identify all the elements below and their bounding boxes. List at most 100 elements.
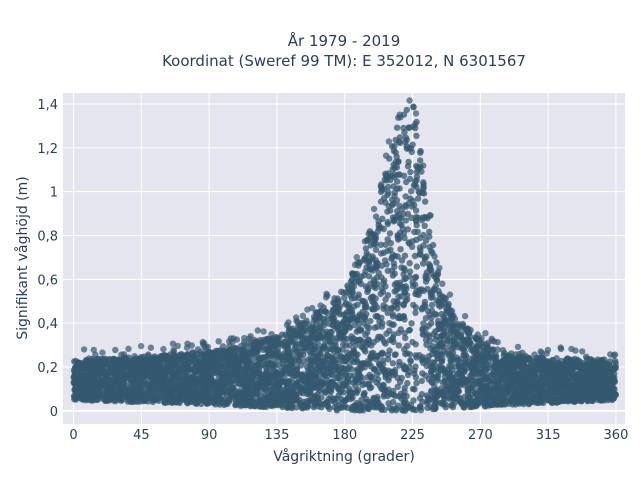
data-point [487, 346, 495, 353]
data-point [242, 369, 250, 376]
data-point [406, 175, 414, 183]
data-point [334, 324, 341, 331]
data-point [203, 400, 211, 407]
data-point [413, 173, 421, 180]
data-point [377, 333, 384, 341]
data-point [600, 374, 607, 381]
data-point [323, 309, 330, 316]
data-point [323, 399, 330, 407]
data-point [584, 397, 592, 404]
data-point [392, 149, 399, 156]
data-point [415, 166, 422, 173]
data-point [348, 333, 355, 340]
data-point [380, 381, 387, 389]
data-point [417, 157, 424, 164]
data-point [289, 334, 296, 342]
data-point [373, 371, 380, 378]
data-point [428, 350, 436, 358]
data-point [439, 351, 446, 358]
data-point [433, 259, 440, 266]
data-point [353, 406, 361, 414]
data-point [198, 400, 205, 407]
data-point [120, 378, 128, 385]
data-point [426, 333, 433, 340]
data-point [410, 406, 417, 413]
data-point [338, 329, 346, 337]
data-point [411, 370, 418, 377]
data-point [330, 348, 337, 355]
data-point [369, 253, 376, 260]
data-point [542, 391, 549, 398]
data-point [372, 213, 380, 220]
data-point [584, 367, 592, 375]
data-point [362, 257, 369, 264]
data-point [434, 392, 442, 399]
data-point [248, 361, 255, 368]
data-point [598, 397, 605, 404]
data-point [314, 309, 321, 316]
data-point [352, 375, 359, 383]
data-point [425, 261, 432, 268]
data-point [394, 178, 401, 185]
data-point [459, 373, 466, 380]
data-point [360, 338, 367, 345]
data-point [230, 352, 238, 359]
data-point [477, 380, 484, 387]
data-point [201, 358, 208, 365]
data-point [419, 326, 426, 334]
data-point [409, 279, 416, 286]
data-point [429, 241, 437, 249]
data-point [290, 387, 297, 394]
data-point [281, 386, 288, 393]
data-point [606, 362, 613, 369]
data-point [367, 294, 374, 302]
data-point [419, 331, 426, 338]
data-point [397, 390, 405, 397]
data-point [396, 279, 404, 286]
data-point [248, 375, 256, 382]
data-point [176, 396, 183, 403]
data-point [396, 134, 404, 141]
data-point [319, 345, 326, 352]
data-point [254, 385, 261, 392]
data-point [531, 371, 538, 379]
data-point [428, 247, 435, 255]
data-point [260, 354, 267, 361]
data-point [334, 295, 341, 302]
data-point [155, 397, 162, 404]
data-point [450, 336, 458, 343]
data-point [381, 257, 389, 264]
data-point [476, 365, 483, 372]
data-point [404, 371, 412, 379]
data-point [416, 352, 423, 359]
data-point [158, 386, 165, 393]
data-point [388, 305, 395, 312]
data-point [176, 390, 183, 397]
data-point [320, 359, 327, 366]
data-point [331, 396, 338, 404]
data-point [80, 383, 87, 391]
data-point [199, 371, 207, 378]
data-point [295, 357, 303, 365]
data-point [362, 245, 370, 252]
data-point [446, 369, 453, 377]
data-point [385, 202, 392, 210]
data-point [384, 351, 392, 359]
data-point [413, 222, 420, 229]
data-point [363, 250, 370, 257]
data-point [425, 322, 432, 330]
data-point [378, 349, 386, 356]
data-point [326, 405, 333, 413]
data-point [422, 198, 429, 205]
data-point [210, 359, 217, 366]
data-point [351, 321, 358, 329]
data-point [367, 230, 374, 237]
data-point [457, 367, 464, 374]
data-point [299, 390, 306, 397]
data-point [377, 241, 384, 248]
data-point [374, 352, 381, 359]
data-point [342, 380, 349, 387]
data-point [406, 351, 414, 358]
data-point [401, 384, 408, 391]
data-point [374, 376, 382, 383]
